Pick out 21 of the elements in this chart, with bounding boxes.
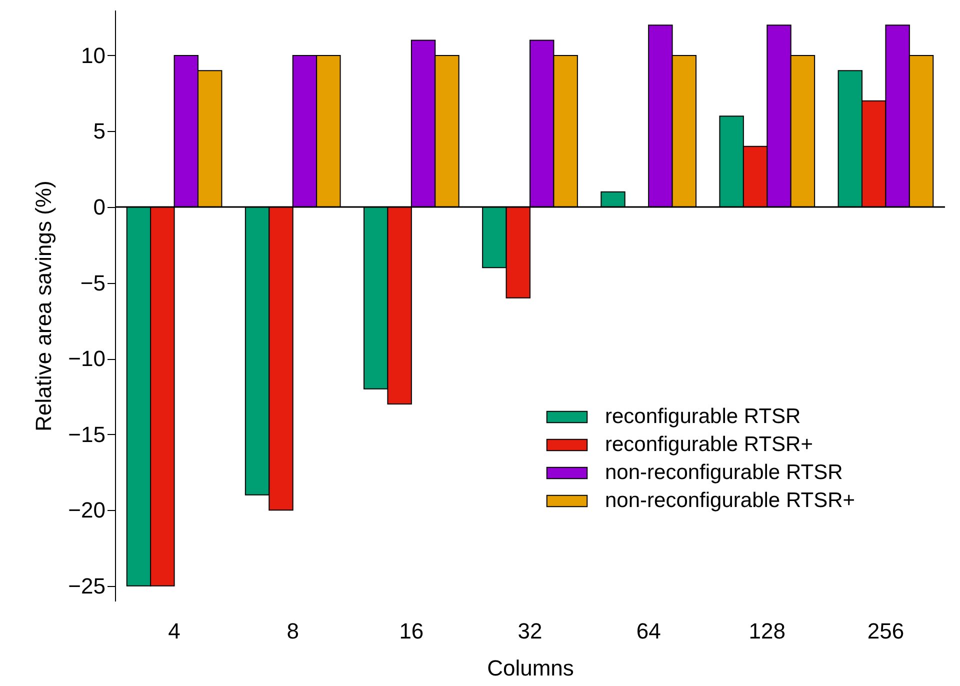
y-tick-label: −15 xyxy=(68,422,106,447)
y-axis-title: Relative area savings (%) xyxy=(31,180,56,432)
y-tick-label: 0 xyxy=(93,194,106,220)
y-tick-label: 10 xyxy=(81,42,106,68)
y-tick-label: −10 xyxy=(68,346,106,372)
legend-label: reconfigurable RTSR xyxy=(605,405,801,428)
y-tick-label: 5 xyxy=(93,118,106,144)
x-tick-label: 4 xyxy=(168,618,180,644)
y-tick-label: −25 xyxy=(68,573,106,598)
x-axis-title: Columns xyxy=(487,656,574,680)
legend-label: reconfigurable RTSR+ xyxy=(605,433,813,456)
x-tick-label: 64 xyxy=(636,618,661,644)
x-tick-label: 16 xyxy=(399,618,424,644)
x-tick-label: 8 xyxy=(286,618,299,644)
legend-label: non-reconfigurable RTSR xyxy=(605,461,843,484)
x-tick-label: 32 xyxy=(518,618,542,644)
y-tick-label: −20 xyxy=(68,498,106,523)
legend-label: non-reconfigurable RTSR+ xyxy=(605,489,856,512)
x-tick-label: 256 xyxy=(867,618,904,644)
x-tick-label: 128 xyxy=(748,618,786,644)
y-tick-label: −5 xyxy=(80,270,106,296)
